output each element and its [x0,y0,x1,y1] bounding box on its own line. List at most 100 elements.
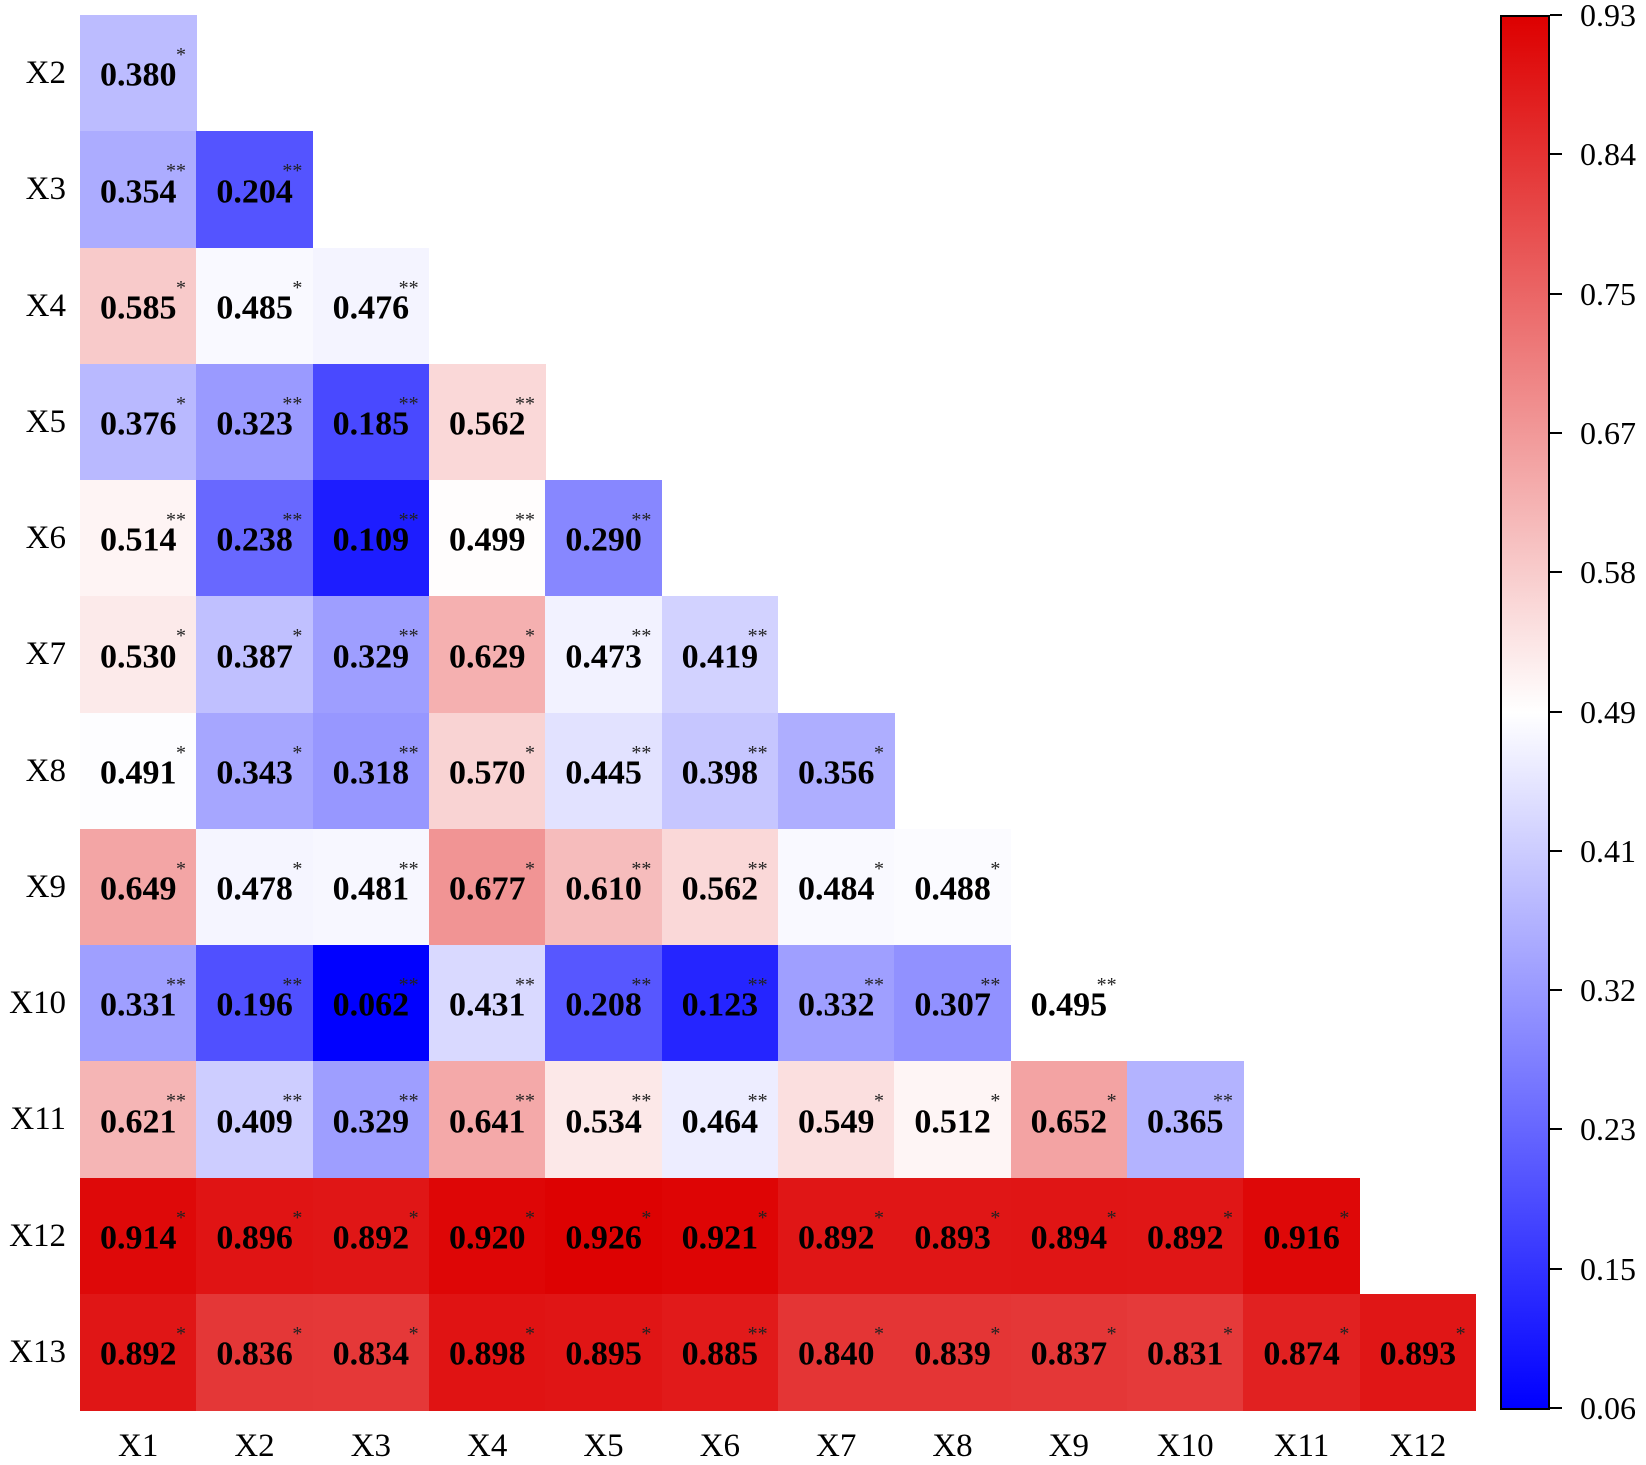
significance-marker: ** [398,1090,419,1113]
colorbar-tick [1550,571,1562,574]
heatmap-cell: 0.387 * [196,596,314,713]
heatmap-cell: 0.331 ** [80,945,197,1062]
y-axis-label: X5 [25,403,66,440]
heatmap-cell: 0.204 ** [196,131,314,248]
heatmap-cell: 0.238 ** [196,480,314,597]
significance-marker: ** [631,1090,652,1113]
heatmap-cell: 0.896 * [196,1177,314,1295]
heatmap-cell: 0.464 ** [661,1061,779,1178]
cell-value: 0.109 [332,522,410,560]
significance-marker: * [874,1206,884,1229]
significance-marker: * [990,1206,1001,1229]
heatmap-cell: 0.376 * [80,363,197,481]
heatmap-cell: 0.892 * [80,1293,197,1411]
cell-value: 0.431 [449,987,526,1025]
significance-marker: ** [747,1322,768,1345]
significance-marker: ** [515,509,535,531]
significance-marker: * [641,1322,652,1345]
colorbar-tick-label: 0.75 [1580,275,1636,312]
significance-marker: * [525,1206,535,1229]
heatmap-cell: 0.920 * [429,1177,546,1295]
cell-value: 0.677 [449,870,526,908]
heatmap-cell: 0.354 ** [80,131,197,248]
x-axis-label: X8 [932,1428,973,1464]
colorbar-tick-label: 0.06 [1580,1390,1636,1426]
heatmap-cell: 0.445 ** [545,712,663,830]
heatmap-cell: 0.921 * [661,1177,779,1295]
cell-value: 0.920 [449,1219,526,1257]
significance-marker: * [874,1322,884,1345]
significance-marker: ** [1096,974,1117,996]
cell-value: 0.895 [565,1335,642,1373]
cell-value: 0.893 [1379,1335,1457,1373]
x-axis-label: X2 [234,1428,275,1464]
cell-value: 0.323 [216,405,293,443]
cell-value: 0.926 [565,1219,642,1257]
cell-value: 0.464 [681,1103,759,1141]
significance-marker: * [292,1206,303,1229]
significance-marker: ** [515,1090,535,1113]
x-axis-label: X4 [466,1428,508,1464]
heatmap-cell: 0.834 * [312,1293,430,1411]
cell-value: 0.318 [332,754,410,792]
cell-value: 0.473 [565,638,642,676]
cell-value: 0.329 [332,1103,410,1141]
significance-marker: * [1106,1206,1117,1229]
heatmap-cell: 0.495 ** [1010,945,1128,1062]
significance-marker: * [1106,1090,1117,1113]
heatmap-cell: 0.290 ** [545,480,663,597]
heatmap-cell: 0.549 * [778,1061,895,1178]
significance-marker: * [641,1206,652,1229]
heatmap-cell: 0.323 ** [196,363,314,481]
heatmap-cell: 0.836 * [196,1293,314,1411]
significance-marker: * [292,741,303,764]
heatmap-cell: 0.677 * [429,828,546,946]
significance-marker: ** [398,857,419,880]
cell-value: 0.885 [681,1335,759,1373]
heatmap-cell: 0.926 * [545,1177,663,1295]
y-axis-label: X13 [9,1333,66,1370]
significance-marker: * [176,276,186,299]
cell-value: 0.332 [798,987,875,1025]
heatmap-cell: 0.610 ** [545,828,663,946]
x-axis-label: X10 [1156,1428,1214,1464]
heatmap-cell: 0.894 * [1010,1177,1128,1295]
colorbar-tick [1550,849,1562,852]
heatmap-cell: 0.641 ** [429,1061,546,1178]
heatmap-cell: 0.123 ** [661,945,779,1062]
significance-marker: * [1455,1322,1466,1345]
heatmap-cell: 0.514 ** [80,480,197,597]
heatmap-cell: 0.893 * [894,1177,1012,1295]
significance-marker: * [292,625,303,648]
colorbar-tick-label: 0.93 [1580,0,1636,33]
cell-value: 0.331 [100,987,177,1025]
cell-value: 0.898 [449,1335,526,1373]
cell-value: 0.380 [100,57,177,95]
cell-value: 0.874 [1263,1335,1340,1373]
cell-value: 0.534 [565,1103,642,1141]
cell-value: 0.621 [100,1103,177,1141]
heatmap-cell: 0.840 * [778,1293,895,1411]
cell-value: 0.652 [1030,1103,1108,1141]
significance-marker: * [176,392,186,415]
significance-marker: ** [515,392,535,415]
cell-value: 0.892 [332,1219,410,1257]
significance-marker: ** [631,625,652,648]
cell-value: 0.365 [1147,1103,1224,1141]
cell-value: 0.329 [332,638,410,676]
cell-value: 0.196 [216,987,293,1025]
heatmap-cell: 0.534 ** [545,1061,663,1178]
significance-marker: ** [631,857,652,880]
cell-value: 0.208 [565,987,642,1025]
colorbar-tick-label: 0.32 [1580,972,1636,1009]
significance-marker: ** [166,509,186,531]
significance-marker: * [1339,1206,1350,1229]
significance-marker: ** [166,1090,186,1113]
heatmap-cell: 0.318 ** [312,712,430,830]
cell-value: 0.549 [798,1103,875,1141]
cell-value: 0.495 [1030,987,1108,1025]
significance-marker: * [176,44,186,66]
heatmap-cell: 0.629 * [429,596,546,713]
heatmap-cell: 0.893 * [1359,1293,1477,1411]
